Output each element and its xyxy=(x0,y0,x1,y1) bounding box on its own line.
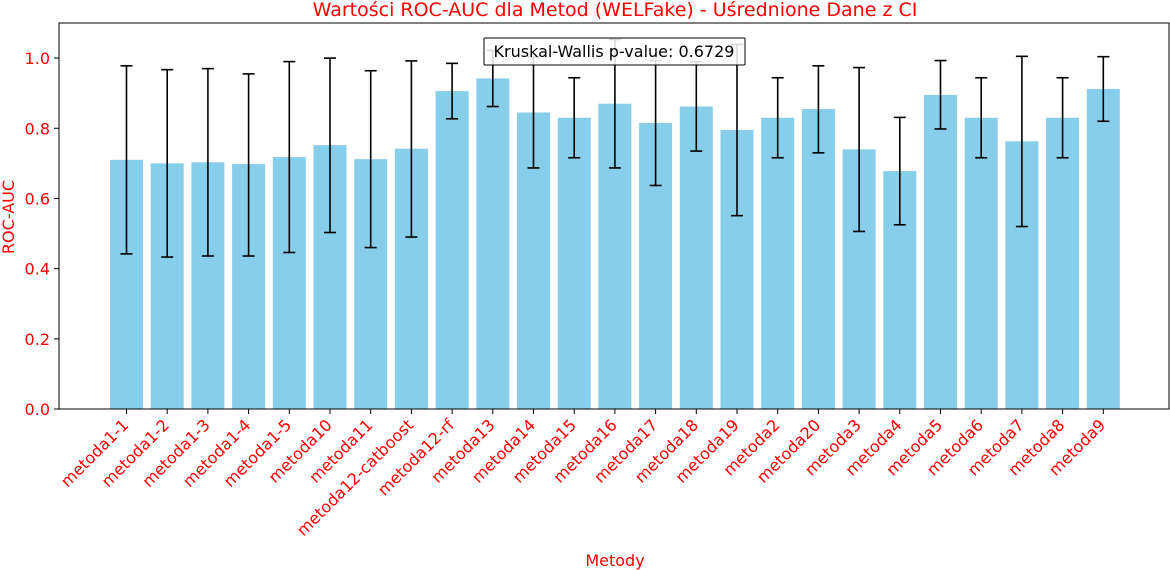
annotation-box xyxy=(483,37,746,66)
kruskal-wallis-annotation: Kruskal-Wallis p-value: 0.6729 xyxy=(483,37,746,66)
bar-metoda18 xyxy=(679,106,713,410)
x-axis: metoda1-1metoda1-2metoda1-3metoda1-4meto… xyxy=(57,409,1109,540)
errorbar-metoda12-rf xyxy=(446,62,459,120)
errorbar-metoda11 xyxy=(364,69,377,249)
errorbar-metoda1-4 xyxy=(242,73,255,257)
errorbar-metoda12-catboost xyxy=(405,60,418,238)
y-tick-label: 0.4 xyxy=(25,260,50,279)
errorbar-metoda5 xyxy=(934,59,947,130)
bars-group xyxy=(110,78,1120,410)
errorbar-metoda8 xyxy=(1056,76,1069,159)
errorbar-metoda2 xyxy=(771,76,784,159)
bar-metoda20 xyxy=(801,108,835,410)
errorbar-metoda3 xyxy=(853,66,866,233)
chart-title: Wartości ROC-AUC dla Metod (WELFake) - U… xyxy=(313,0,918,21)
errorbar-metoda4 xyxy=(893,116,906,226)
errorbar-metoda1-5 xyxy=(283,60,296,254)
plot-frame xyxy=(58,22,1170,410)
bar-metoda9 xyxy=(1086,88,1120,409)
bar-metoda6 xyxy=(964,117,998,409)
errorbars-group xyxy=(120,38,1110,258)
bar-metoda2 xyxy=(761,117,795,409)
y-tick-label: 1.0 xyxy=(25,49,50,68)
errorbar-metoda15 xyxy=(568,76,581,159)
errorbar-metoda10 xyxy=(324,57,336,234)
x-axis-label: Metody xyxy=(585,551,644,570)
y-tick-label: 0.6 xyxy=(25,189,50,208)
annotation-text: Kruskal-Wallis p-value: 0.6729 xyxy=(494,42,735,61)
y-tick-label: 0.2 xyxy=(25,330,50,349)
errorbar-metoda1-3 xyxy=(201,67,214,257)
errorbar-metoda9 xyxy=(1097,55,1110,123)
errorbar-metoda1-2 xyxy=(161,68,174,258)
y-tick-label: 0.8 xyxy=(25,119,50,138)
y-axis: 0.0 0.2 0.4 0.6 0.8 1.0 xyxy=(25,49,59,419)
bar-metoda8 xyxy=(1046,117,1080,409)
errorbar-metoda7 xyxy=(1015,55,1028,228)
y-axis-label: ROC-AUC xyxy=(0,180,18,254)
bar-metoda5 xyxy=(924,94,957,409)
errorbar-metoda20 xyxy=(812,65,825,154)
bar-metoda13 xyxy=(476,78,510,409)
y-tick-label: 0.0 xyxy=(25,400,50,419)
bar-metoda15 xyxy=(557,117,591,409)
errorbar-metoda1-1 xyxy=(120,65,133,255)
bar-metoda12-rf xyxy=(435,91,469,410)
errorbar-metoda6 xyxy=(975,76,988,159)
